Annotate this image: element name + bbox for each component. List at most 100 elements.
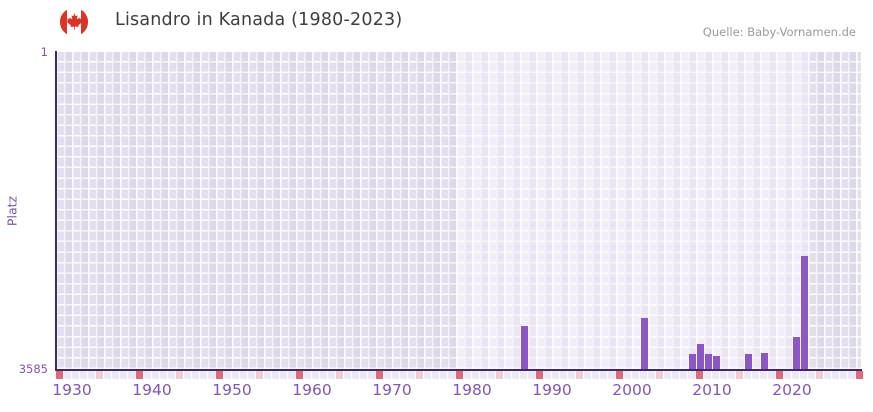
year-cell-1979 — [464, 371, 471, 379]
bar-2014[interactable] — [744, 354, 752, 369]
year-cell-1960 — [312, 371, 319, 379]
year-cell-1971 — [400, 371, 407, 379]
year-cell-2020 — [792, 371, 799, 379]
year-cell-2006 — [680, 371, 687, 379]
year-cell-2027 — [848, 371, 855, 379]
year-cell-1959 — [304, 371, 311, 379]
year-cell-1957 — [288, 371, 295, 379]
year-cell-2014 — [744, 371, 751, 379]
bar-1986[interactable] — [520, 325, 528, 369]
year-cell-1940 — [152, 371, 159, 379]
x-tick-2020: 2020 — [772, 381, 812, 399]
year-cell-1989 — [544, 371, 551, 379]
x-tick-row: 1930 1940 1950 1960 1970 1980 1990 2000 2010 2020 — [0, 381, 873, 401]
x-tick-1930: 1930 — [52, 381, 92, 399]
year-cell-1949 — [224, 371, 231, 379]
year-cell-1998 — [616, 371, 623, 379]
year-cell-1981 — [480, 371, 487, 379]
y-axis-line — [55, 51, 57, 370]
year-cell-1978 — [456, 371, 463, 379]
year-cell-1932 — [88, 371, 95, 379]
year-cell-1968 — [376, 371, 383, 379]
year-cell-1995 — [592, 371, 599, 379]
year-cell-1951 — [240, 371, 247, 379]
year-cell-1939 — [144, 371, 151, 379]
year-cell-1983 — [496, 371, 503, 379]
year-cell-1993 — [576, 371, 583, 379]
year-cell-2003 — [656, 371, 663, 379]
bar-2016[interactable] — [760, 352, 768, 369]
x-tick-1960: 1960 — [292, 381, 332, 399]
year-cell-1999 — [624, 371, 631, 379]
bar-2009[interactable] — [704, 354, 712, 369]
year-cell-1994 — [584, 371, 591, 379]
year-cell-1977 — [448, 371, 455, 379]
year-cell-2012 — [728, 371, 735, 379]
bar-2010[interactable] — [712, 355, 720, 369]
year-cell-2018 — [776, 371, 783, 379]
year-cell-2002 — [648, 371, 655, 379]
bg-zone-post-data — [808, 52, 861, 369]
x-tick-1950: 1950 — [212, 381, 252, 399]
canada-flag-icon — [59, 7, 89, 37]
year-cell-1974 — [424, 371, 431, 379]
y-tick-max: 3585 — [18, 362, 48, 376]
year-cell-2019 — [784, 371, 791, 379]
year-cell-1976 — [440, 371, 447, 379]
year-cell-1938 — [136, 371, 143, 379]
year-cell-1930 — [72, 371, 79, 379]
year-cell-2008 — [696, 371, 703, 379]
year-cell-1941 — [160, 371, 167, 379]
x-axis-line — [55, 368, 862, 371]
year-marker-strip — [0, 371, 873, 379]
year-cell-2028 — [856, 371, 863, 379]
year-cell-2005 — [672, 371, 679, 379]
bar-2008[interactable] — [696, 343, 704, 369]
year-cell-1969 — [384, 371, 391, 379]
year-cell-2007 — [688, 371, 695, 379]
year-cell-1945 — [192, 371, 199, 379]
bar-2007[interactable] — [688, 353, 696, 369]
year-cell-2024 — [824, 371, 831, 379]
year-cell-1984 — [504, 371, 511, 379]
year-cell-2017 — [768, 371, 775, 379]
y-axis-title: Platz — [4, 195, 20, 227]
year-cell-1961 — [320, 371, 327, 379]
year-cell-1988 — [536, 371, 543, 379]
year-cell-1992 — [568, 371, 575, 379]
source-credit: Quelle: Baby-Vornamen.de — [702, 25, 856, 39]
year-cell-1943 — [176, 371, 183, 379]
year-cell-2015 — [752, 371, 759, 379]
year-cell-1928 — [56, 371, 63, 379]
year-cell-1935 — [112, 371, 119, 379]
year-cell-1997 — [608, 371, 615, 379]
bar-2021[interactable] — [800, 255, 808, 369]
year-cell-1950 — [232, 371, 239, 379]
year-cell-1991 — [560, 371, 567, 379]
year-cell-1990 — [552, 371, 559, 379]
x-tick-2000: 2000 — [612, 381, 652, 399]
year-cell-1936 — [120, 371, 127, 379]
year-cell-1964 — [344, 371, 351, 379]
year-cell-2023 — [816, 371, 823, 379]
year-cell-1985 — [512, 371, 519, 379]
year-cell-2013 — [736, 371, 743, 379]
year-cell-1947 — [208, 371, 215, 379]
year-cell-1944 — [184, 371, 191, 379]
year-cell-2011 — [720, 371, 727, 379]
year-cell-1965 — [352, 371, 359, 379]
year-cell-2021 — [800, 371, 807, 379]
year-cell-1982 — [488, 371, 495, 379]
year-cell-1975 — [432, 371, 439, 379]
bar-2001[interactable] — [640, 317, 648, 369]
year-cell-2001 — [640, 371, 647, 379]
year-cell-1987 — [528, 371, 535, 379]
bar-2020[interactable] — [792, 336, 800, 369]
year-cell-2022 — [808, 371, 815, 379]
x-tick-1990: 1990 — [532, 381, 572, 399]
year-cell-1934 — [104, 371, 111, 379]
y-tick-min: 1 — [40, 45, 48, 59]
year-cell-2009 — [704, 371, 711, 379]
year-cell-1980 — [472, 371, 479, 379]
